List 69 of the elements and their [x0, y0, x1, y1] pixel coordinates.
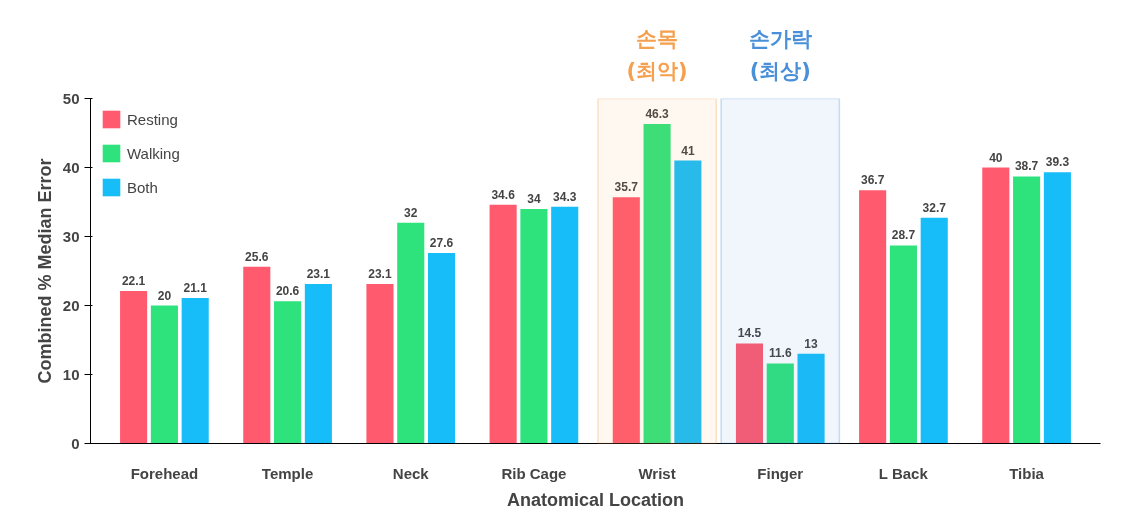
data-label: 20.6: [275, 284, 300, 299]
y-axis-title: Combined % Median Error: [34, 158, 55, 384]
y-tick-label: 20: [62, 296, 80, 314]
data-label: 14.5: [737, 326, 762, 341]
bar: [304, 284, 332, 444]
data-label: 34.3: [553, 189, 577, 204]
y-tick-label: 40: [62, 158, 80, 176]
legend-label: Walking: [127, 144, 180, 162]
data-label: 39.3: [1045, 155, 1070, 170]
band-label: 손목 (최악): [626, 26, 688, 83]
bar: [489, 204, 517, 444]
x-tick-label: Finger: [757, 464, 804, 482]
bar: [859, 190, 887, 444]
data-label: 36.7: [860, 173, 885, 188]
bar: [1013, 176, 1041, 444]
data-label: 23.1: [306, 267, 331, 282]
bar: [735, 343, 764, 444]
bar: [366, 284, 394, 444]
bar: [797, 353, 825, 444]
y-tick-label: 10: [62, 365, 80, 383]
data-label: 20: [157, 288, 172, 303]
bar: [551, 206, 579, 444]
data-label: 38.7: [1014, 159, 1039, 174]
legend-label: Both: [127, 178, 158, 196]
bar: [1043, 172, 1071, 444]
legend-label: Resting: [127, 110, 178, 128]
data-label: 28.7: [891, 228, 916, 243]
data-label: 27.6: [429, 236, 454, 251]
data-label: 25.6: [245, 249, 269, 264]
data-label: 21.1: [183, 280, 208, 295]
bar: [397, 222, 425, 444]
bar: [274, 301, 302, 444]
bar: [181, 297, 209, 444]
bar: [889, 245, 917, 444]
data-label: 11.6: [768, 346, 792, 361]
data-label: 40: [989, 150, 1003, 165]
x-tick-label: Forehead: [130, 464, 199, 482]
data-label: 13: [804, 336, 819, 351]
y-tick-label: 0: [71, 434, 80, 452]
bar: [982, 167, 1010, 444]
data-label: 41: [681, 143, 695, 158]
data-label: 46.3: [645, 107, 670, 122]
bar: [243, 266, 271, 444]
data-label: 35.7: [614, 180, 639, 195]
data-label: 22.1: [121, 274, 146, 289]
y-tick-label: 50: [62, 89, 80, 107]
x-tick-label: Neck: [392, 464, 430, 482]
data-label: 34: [527, 191, 541, 206]
x-axis-title: Anatomical Location: [506, 489, 685, 510]
data-label: 32: [404, 205, 418, 220]
x-tick-label: Rib Cage: [501, 464, 567, 482]
bar: [920, 217, 948, 444]
y-tick-label: 30: [62, 227, 80, 245]
bar: [643, 124, 671, 444]
band-label: 손가락 (최상): [748, 26, 812, 83]
x-tick-label: L Back: [878, 464, 929, 482]
x-tick-label: Wrist: [638, 464, 676, 482]
bar: [612, 197, 640, 444]
bar: [427, 253, 456, 444]
data-label: 34.6: [491, 187, 516, 202]
data-label: 32.7: [922, 200, 947, 215]
x-tick-label: Temple: [261, 464, 314, 482]
bar: [520, 208, 548, 444]
data-label: 23.1: [368, 267, 392, 282]
bar: [674, 160, 702, 444]
bar: [766, 363, 794, 444]
x-tick-label: Tibia: [1009, 464, 1045, 482]
bar: [120, 291, 148, 444]
bar: [150, 305, 178, 444]
